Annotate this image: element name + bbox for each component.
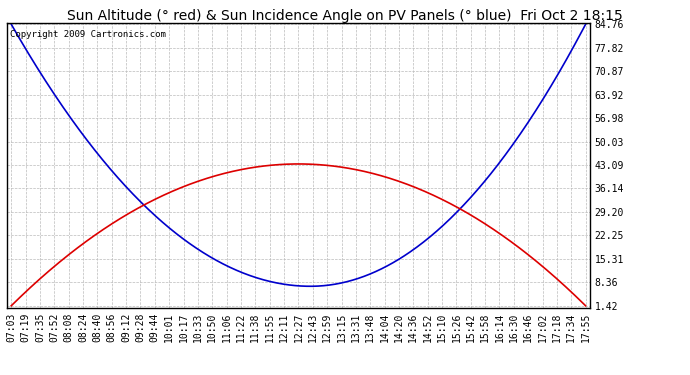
Text: Sun Altitude (° red) & Sun Incidence Angle on PV Panels (° blue)  Fri Oct 2 18:1: Sun Altitude (° red) & Sun Incidence Ang… (67, 9, 623, 23)
Text: Copyright 2009 Cartronics.com: Copyright 2009 Cartronics.com (10, 30, 166, 39)
